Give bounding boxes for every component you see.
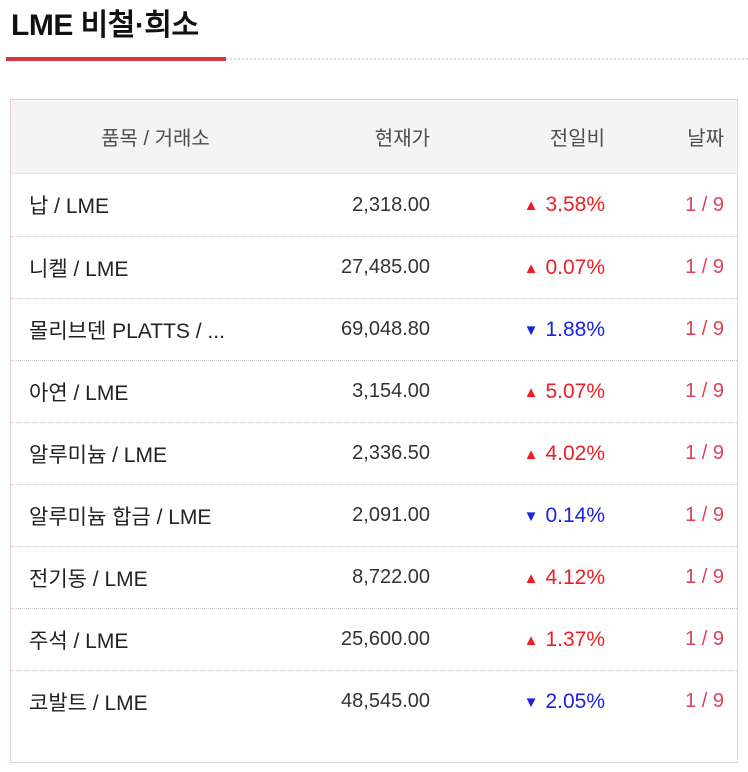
daily-change: ▲ 1.37% [450,628,625,652]
current-price: 2,091.00 [352,504,430,526]
page-title: LME 비철·희소 [11,9,199,42]
change-percent: 3.58% [545,193,605,216]
current-price: 48,545.00 [341,690,430,712]
change-percent: 5.07% [545,379,605,403]
table-header-row: 품목 / 거래소 현재가 전일비 날짜 [11,100,737,174]
item-name-link[interactable]: 알루미늄 합금 / LME [29,505,212,529]
date-value: 1 / 9 [685,504,724,526]
date-value: 1 / 9 [685,380,724,402]
change-percent: 1.88% [545,317,605,341]
item-name-link[interactable]: 아연 / LME [29,381,129,405]
item-name-link[interactable]: 코발트 / LME [29,691,148,715]
current-price: 2,318.00 [352,193,430,216]
item-name-link[interactable]: 알루미늄 / LME [29,443,167,467]
table-row: 코발트 / LME 48,545.00 ▼ 2.05% 1 / 9 [11,670,737,732]
column-header-change: 전일비 [549,128,605,150]
change-percent: 4.12% [545,565,605,589]
change-percent: 1.37% [545,627,605,651]
table-row: 몰리브덴 PLATTS / ... 69,048.80 ▼ 1.88% 1 / 9 [11,298,737,360]
date-value: 1 / 9 [685,318,724,340]
date-value: 1 / 9 [685,256,724,278]
up-triangle-icon: ▲ [523,383,539,401]
item-name-link[interactable]: 몰리브덴 PLATTS / ... [29,319,225,343]
daily-change: ▲ 0.07% [450,256,625,280]
column-header-item: 품목 / 거래소 [101,128,210,150]
title-underline [6,57,748,61]
date-value: 1 / 9 [685,442,724,464]
column-header-price: 현재가 [374,128,430,150]
item-name-link[interactable]: 주석 / LME [29,629,129,653]
up-triangle-icon: ▲ [523,445,539,463]
table-row: 니켈 / LME 27,485.00 ▲ 0.07% 1 / 9 [11,236,737,298]
current-price: 69,048.80 [341,318,430,340]
down-triangle-icon: ▼ [523,693,539,711]
column-header-date: 날짜 [687,128,724,150]
table-row: 납 / LME 2,318.00 ▲ 3.58% 1 / 9 [11,174,737,236]
table-body: 납 / LME 2,318.00 ▲ 3.58% 1 / 9 니켈 / LME 2… [11,174,737,762]
date-value: 1 / 9 [685,566,724,588]
current-price: 25,600.00 [341,628,430,650]
daily-change: ▼ 1.88% [450,318,625,342]
metals-price-table: 품목 / 거래소 현재가 전일비 날짜 납 / LME 2,318.00 ▲ 3.… [10,99,738,763]
date-value: 1 / 9 [685,690,724,712]
table-row: 알루미늄 합금 / LME 2,091.00 ▼ 0.14% 1 / 9 [11,484,737,546]
daily-change: ▲ 5.07% [450,380,625,404]
up-triangle-icon: ▲ [523,631,539,649]
up-triangle-icon: ▲ [523,259,539,277]
up-triangle-icon: ▲ [523,569,539,587]
change-percent: 4.02% [545,441,605,465]
item-name-link[interactable]: 전기동 / LME [29,567,148,591]
current-price: 8,722.00 [352,566,430,588]
date-value: 1 / 9 [685,193,724,216]
up-triangle-icon: ▲ [523,197,539,214]
current-price: 3,154.00 [352,380,430,402]
item-name-link[interactable]: 니켈 / LME [29,257,129,281]
daily-change: ▲ 4.12% [450,566,625,590]
daily-change: ▼ 2.05% [450,690,625,714]
daily-change: ▲ 4.02% [450,442,625,466]
current-price: 2,336.50 [352,442,430,464]
item-name-link[interactable]: 납 / LME [29,195,110,218]
change-percent: 0.07% [545,255,605,279]
current-price: 27,485.00 [341,256,430,278]
title-accent-bar [6,57,226,61]
table-row: 주석 / LME 25,600.00 ▲ 1.37% 1 / 9 [11,608,737,670]
change-percent: 2.05% [545,689,605,713]
down-triangle-icon: ▼ [523,507,539,525]
dotted-divider [10,58,748,60]
date-value: 1 / 9 [685,628,724,650]
table-row: 아연 / LME 3,154.00 ▲ 5.07% 1 / 9 [11,360,737,422]
change-percent: 0.14% [545,503,605,527]
table-row: 전기동 / LME 8,722.00 ▲ 4.12% 1 / 9 [11,546,737,608]
daily-change: ▼ 0.14% [450,504,625,528]
down-triangle-icon: ▼ [523,321,539,339]
table-row: 알루미늄 / LME 2,336.50 ▲ 4.02% 1 / 9 [11,422,737,484]
daily-change: ▲ 3.58% [450,193,625,217]
